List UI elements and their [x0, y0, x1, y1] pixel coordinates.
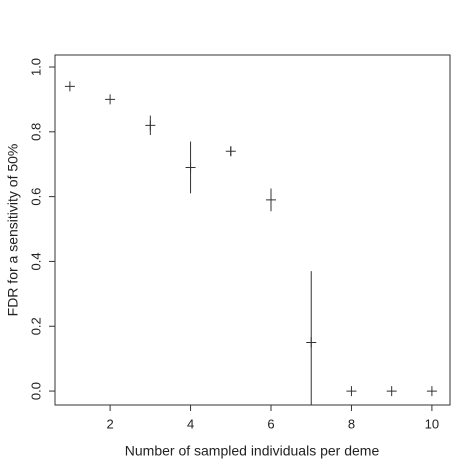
- plot-area: [64, 81, 437, 405]
- point: [64, 81, 75, 92]
- point: [426, 386, 437, 397]
- x-axis-label: Number of sampled individuals per deme: [125, 443, 380, 459]
- point: [266, 194, 277, 205]
- y-tick-label: 1.0: [28, 58, 43, 76]
- point: [145, 120, 156, 131]
- point: [306, 337, 317, 348]
- y-tick-label: 0.0: [28, 382, 43, 400]
- x-tick-label: 10: [425, 416, 439, 431]
- point: [105, 94, 116, 105]
- point: [225, 146, 236, 157]
- x-tick-label: 2: [106, 416, 113, 431]
- x-tick-label: 8: [348, 416, 355, 431]
- y-tick-label: 0.4: [28, 252, 43, 270]
- plot-frame: [54, 54, 451, 406]
- y-tick-label: 0.2: [28, 317, 43, 335]
- x-tick-label: 4: [187, 416, 194, 431]
- point: [346, 386, 357, 397]
- point: [185, 162, 196, 173]
- y-axis-label: FDR for a sensitivity of 50%: [5, 144, 21, 317]
- y-tick-label: 0.8: [28, 123, 43, 141]
- point: [386, 386, 397, 397]
- x-tick-label: 6: [267, 416, 274, 431]
- y-tick-label: 0.6: [28, 188, 43, 206]
